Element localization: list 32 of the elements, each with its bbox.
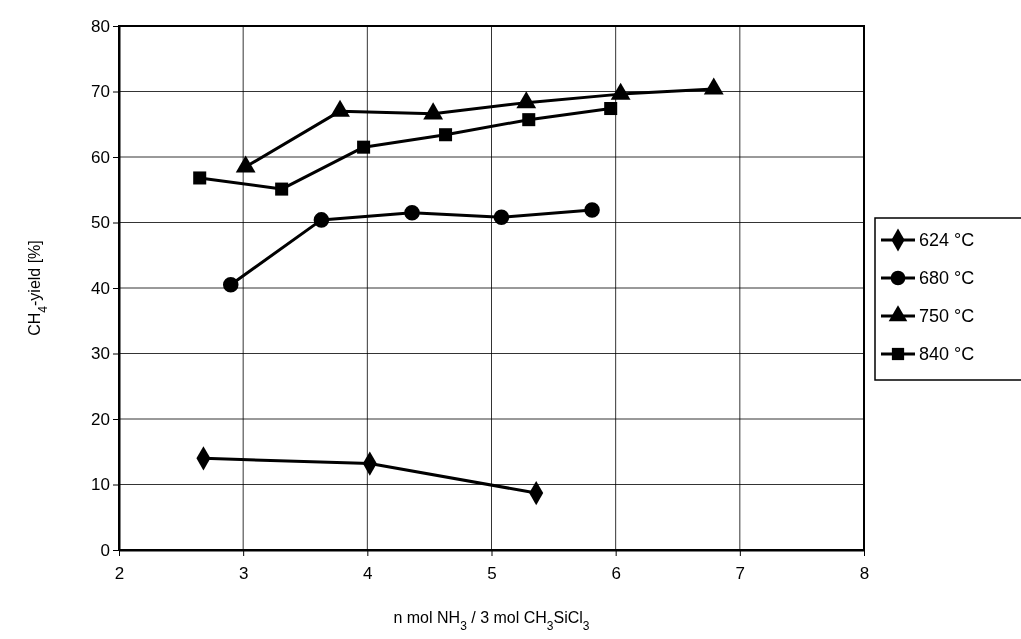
y-tick-label: 70 [91, 82, 110, 102]
x-tick-label: 7 [735, 564, 746, 584]
point [522, 113, 536, 127]
x-tick-label: 6 [611, 564, 621, 584]
x-tick-label: 3 [238, 564, 249, 584]
legend-label: 624 °C [919, 230, 975, 250]
x-axis-title: n mol NH$_{3}$ / 3 mol CH$_{3}$SiCl$_{3}$ [393, 609, 590, 633]
x-tick-label: 8 [859, 564, 870, 584]
point [439, 128, 453, 142]
legend-label: 840 °C [919, 344, 975, 364]
point [404, 204, 420, 221]
legend-label: 750 °C [919, 306, 975, 326]
y-tick-label: 10 [91, 475, 110, 495]
y-tick-label: 0 [100, 540, 110, 560]
point [584, 202, 600, 218]
point [604, 102, 618, 116]
x-tick-label: 5 [487, 564, 497, 584]
point [222, 276, 239, 293]
y-tick-label: 40 [91, 278, 110, 298]
x-tick-label: 2 [114, 564, 125, 584]
point [313, 212, 330, 228]
point [493, 209, 510, 226]
y-tick-label: 20 [91, 409, 110, 429]
x-tick-label: 4 [363, 564, 373, 584]
y-tick-label: 30 [91, 344, 110, 364]
point [357, 140, 371, 154]
y-tick-label: 80 [91, 16, 110, 36]
point [193, 171, 207, 185]
y-tick-label: 60 [91, 147, 110, 167]
point [275, 182, 289, 196]
y-tick-label: 50 [91, 213, 110, 233]
legend-label: 680 °C [919, 268, 975, 288]
